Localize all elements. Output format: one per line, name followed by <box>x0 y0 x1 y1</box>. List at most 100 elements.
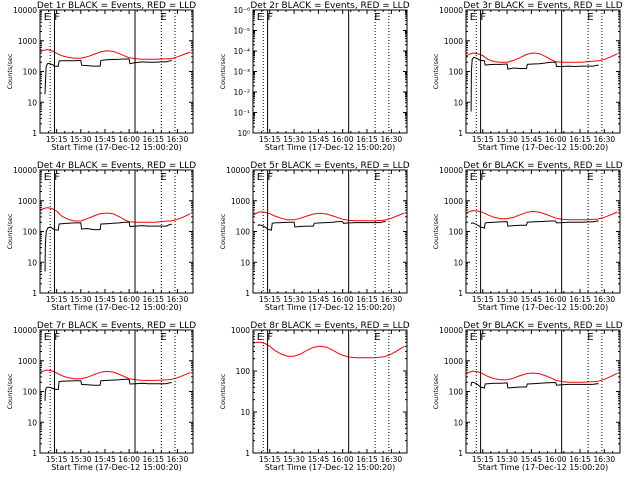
x-tick-label: 15:15 <box>46 455 68 464</box>
x-tick-label: 16:00 <box>332 295 354 304</box>
series-line-lld <box>253 211 405 222</box>
x-tick-label: 15:30 <box>70 135 92 144</box>
series-line-lld <box>40 369 191 381</box>
x-axis-label: Start Time (17-Dec-12 15:00:20) <box>51 303 182 312</box>
x-tick-label: 15:45 <box>308 135 330 144</box>
x-tick-label: 15:15 <box>472 295 494 304</box>
x-tick-label: 16:00 <box>545 295 567 304</box>
panel-title: Det 8r BLACK = Events, RED = LLD <box>250 321 409 331</box>
x-tick-label: 15:45 <box>308 295 330 304</box>
marker-letter: F <box>54 172 60 183</box>
x-axis-label: Start Time (17-Dec-12 15:00:20) <box>265 143 396 152</box>
x-tick-label: 16:30 <box>381 135 403 144</box>
x-tick-label: 16:30 <box>167 295 189 304</box>
x-tick-label: 16:15 <box>356 455 378 464</box>
y-tick-label: 100 <box>236 367 251 376</box>
plot-frame <box>465 329 621 454</box>
y-tick-label: 1 <box>245 449 250 458</box>
x-tick-label: 16:30 <box>594 135 616 144</box>
y-tick-label: 10 <box>240 408 250 417</box>
marker-letter: E <box>470 332 476 343</box>
y-tick-label: 100 <box>449 68 464 77</box>
x-axis-label: Start Time (17-Dec-12 15:00:20) <box>265 303 396 312</box>
x-tick-label: 16:15 <box>356 295 378 304</box>
y-tick-label: 1000 <box>18 37 37 46</box>
x-tick-label: 15:30 <box>496 135 518 144</box>
marker-letter: E <box>257 332 263 343</box>
x-tick-label: 15:45 <box>94 295 116 304</box>
y-tick-label: 1000 <box>18 357 37 366</box>
y-tick-label: 10⁻³ <box>233 68 250 77</box>
marker-letter: F <box>267 172 273 183</box>
marker-letter: F <box>54 12 60 23</box>
x-tick-label: 15:45 <box>521 295 543 304</box>
x-tick-label: 16:15 <box>142 135 164 144</box>
marker-letter: E <box>161 12 167 23</box>
panel-title: Det 3r BLACK = Events, RED = LLD <box>463 1 622 11</box>
y-axis-label: Counts/sec <box>6 53 14 89</box>
series-line-lld <box>466 52 618 63</box>
x-tick-label: 15:15 <box>472 455 494 464</box>
marker-letter: E <box>257 172 263 183</box>
series-line-lld <box>40 48 191 60</box>
y-tick-label: 100 <box>236 228 251 237</box>
x-tick-label: 16:15 <box>356 135 378 144</box>
x-axis-label: Start Time (17-Dec-12 15:00:20) <box>478 143 609 152</box>
panel-title: Det 1r BLACK = Events, RED = LLD <box>37 1 196 11</box>
y-tick-label: 10⁻⁶ <box>233 6 250 15</box>
y-tick-label: 1 <box>458 289 463 298</box>
x-tick-label: 15:30 <box>70 295 92 304</box>
x-tick-label: 15:45 <box>521 135 543 144</box>
y-tick-label: 1000 <box>18 197 37 206</box>
y-tick-label: 10 <box>453 258 463 267</box>
x-tick-label: 16:15 <box>142 295 164 304</box>
y-tick-label: 100 <box>23 68 38 77</box>
marker-letter: E <box>587 12 593 23</box>
x-tick-label: 15:15 <box>259 295 281 304</box>
marker-letter: E <box>374 172 380 183</box>
y-tick-label: 10⁻¹ <box>233 109 250 118</box>
y-tick-label: 1000 <box>231 326 250 335</box>
y-tick-label: 1 <box>32 449 37 458</box>
marker-letter: E <box>257 12 263 23</box>
y-tick-label: 10 <box>27 258 37 267</box>
plot-frame <box>39 9 194 134</box>
x-tick-label: 15:30 <box>496 455 518 464</box>
marker-letter: E <box>44 332 50 343</box>
series-line-events <box>470 56 599 112</box>
plot-frame <box>252 9 408 134</box>
series-line-lld <box>40 207 191 223</box>
x-tick-label: 16:00 <box>332 455 354 464</box>
series-line-events <box>44 378 172 401</box>
panel-title: Det 5r BLACK = Events, RED = LLD <box>250 161 409 171</box>
x-tick-label: 15:30 <box>496 295 518 304</box>
marker-letter: E <box>470 12 476 23</box>
plot-frame <box>252 169 408 294</box>
y-tick-label: 10000 <box>439 326 463 335</box>
y-tick-label: 10 <box>453 98 463 107</box>
series-line-events <box>470 381 599 389</box>
x-tick-label: 16:00 <box>118 295 140 304</box>
y-tick-label: 10 <box>27 98 37 107</box>
x-tick-label: 15:30 <box>283 135 305 144</box>
x-tick-label: 15:45 <box>308 455 330 464</box>
x-tick-label: 15:30 <box>283 295 305 304</box>
marker-letter: E <box>587 172 593 183</box>
plot-frame <box>465 9 621 134</box>
y-tick-label: 1 <box>458 449 463 458</box>
marker-letter: F <box>54 332 60 343</box>
x-tick-label: 15:15 <box>46 295 68 304</box>
x-tick-label: 15:45 <box>521 455 543 464</box>
x-tick-label: 16:00 <box>118 455 140 464</box>
y-tick-label: 1 <box>32 129 37 138</box>
x-tick-label: 16:00 <box>118 135 140 144</box>
panel-title: Det 2r BLACK = Events, RED = LLD <box>250 1 409 11</box>
y-tick-label: 1 <box>458 129 463 138</box>
y-tick-label: 10 <box>27 418 37 427</box>
series-line-lld <box>466 370 618 383</box>
series-line-events <box>44 221 172 272</box>
x-tick-label: 16:30 <box>594 455 616 464</box>
